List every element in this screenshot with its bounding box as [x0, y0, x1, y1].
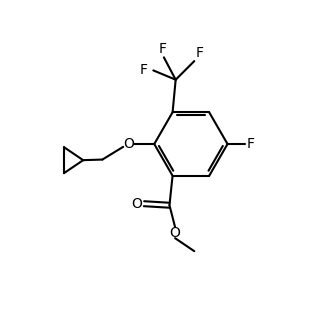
Text: F: F	[196, 46, 204, 59]
Text: O: O	[123, 137, 134, 151]
Text: F: F	[140, 64, 148, 77]
Text: F: F	[246, 137, 254, 151]
Text: O: O	[170, 226, 181, 240]
Text: F: F	[158, 42, 166, 56]
Text: O: O	[132, 197, 142, 211]
